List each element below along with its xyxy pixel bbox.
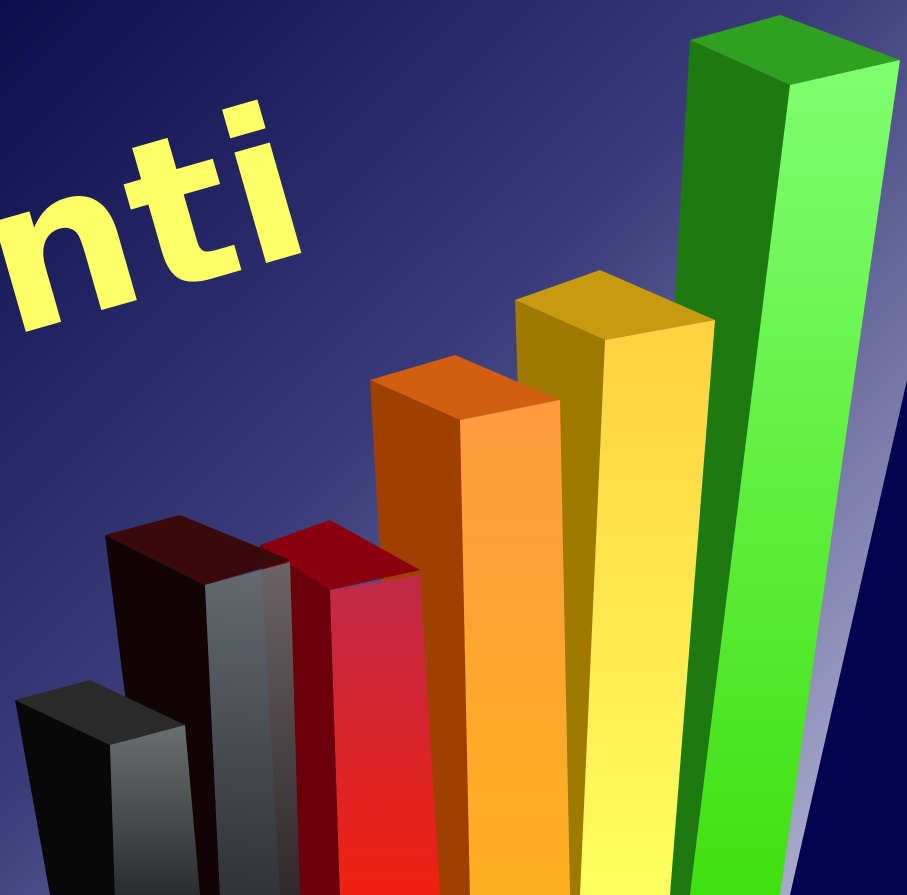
bar-graphic <box>15 15 900 895</box>
bar-top <box>690 15 900 85</box>
bar-front <box>205 562 300 895</box>
bar-front <box>110 725 200 895</box>
bar-top <box>260 520 420 590</box>
bar-top <box>105 515 290 585</box>
bar-side <box>15 700 115 895</box>
bar-top <box>370 355 560 420</box>
bar-top <box>15 680 185 745</box>
bar-front <box>580 320 715 895</box>
bar-front <box>690 60 900 895</box>
bar-front <box>460 400 570 895</box>
bar-top <box>515 270 715 340</box>
bar-front <box>330 575 440 895</box>
